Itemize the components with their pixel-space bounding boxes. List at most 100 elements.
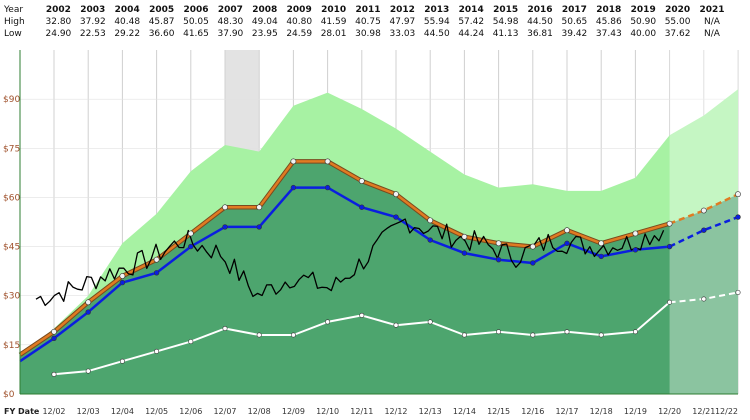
dividends-marker bbox=[256, 332, 262, 338]
table-year: 2021 bbox=[699, 5, 724, 15]
table-low: 44.50 bbox=[424, 29, 450, 39]
table-year: 2004 bbox=[115, 5, 140, 15]
normal-value-marker bbox=[735, 191, 741, 198]
normal-value-marker bbox=[324, 158, 331, 165]
plot-area bbox=[18, 50, 741, 395]
table-year: 2020 bbox=[665, 5, 690, 15]
normal-value-area-tint bbox=[20, 161, 738, 394]
table-low: 40.00 bbox=[630, 29, 656, 39]
dividends-marker bbox=[393, 322, 399, 328]
earnings-marker bbox=[188, 243, 194, 250]
earnings-marker bbox=[564, 240, 570, 246]
table-high: 40.75 bbox=[355, 17, 381, 27]
dividends-marker bbox=[530, 332, 536, 338]
earnings-marker bbox=[153, 270, 160, 276]
y-tick-label: $15 bbox=[3, 341, 20, 351]
table-row-label-low: Low bbox=[4, 29, 22, 39]
normal-value-marker bbox=[358, 178, 365, 184]
earnings-marker bbox=[427, 237, 433, 243]
earnings-marker bbox=[666, 243, 673, 250]
normal-value-marker bbox=[461, 233, 468, 240]
table-row-label-year: Year bbox=[3, 5, 23, 15]
table-year: 2016 bbox=[527, 5, 552, 15]
table-low: 24.59 bbox=[286, 29, 312, 39]
table-low: 33.03 bbox=[390, 29, 416, 39]
dividends-marker bbox=[51, 371, 57, 377]
y-tick-label: $60 bbox=[3, 193, 20, 203]
normal-value-marker bbox=[290, 158, 297, 165]
table-high: 45.86 bbox=[596, 17, 622, 27]
earnings-marker bbox=[51, 335, 57, 342]
x-tick-label: 12/08 bbox=[248, 407, 271, 416]
normal-value-marker bbox=[119, 273, 126, 279]
table-year: 2006 bbox=[183, 5, 208, 15]
table-year: 2017 bbox=[562, 5, 587, 15]
table-year: 2019 bbox=[631, 5, 656, 15]
normal-value-marker bbox=[85, 299, 92, 306]
table-low: 44.24 bbox=[458, 29, 484, 39]
table-low: 37.90 bbox=[218, 29, 244, 39]
table-low: N/A bbox=[704, 29, 721, 39]
table-year: 2005 bbox=[149, 5, 174, 15]
dividends-marker bbox=[735, 289, 741, 295]
x-tick-label: 12/20 bbox=[658, 407, 681, 416]
table-year: 2009 bbox=[287, 5, 312, 15]
table-high: 41.59 bbox=[321, 17, 347, 27]
earnings-marker bbox=[222, 224, 228, 230]
earnings-marker bbox=[359, 204, 365, 210]
normal-value-marker bbox=[222, 204, 228, 211]
earnings-marker bbox=[393, 214, 399, 220]
dividends-marker bbox=[85, 368, 91, 374]
dividends-marker bbox=[325, 319, 331, 325]
normal-value-marker bbox=[393, 191, 399, 198]
earnings-line bbox=[19, 186, 670, 363]
dividends-marker bbox=[119, 358, 125, 364]
table-high: 40.48 bbox=[114, 17, 140, 27]
table-high: N/A bbox=[704, 17, 721, 27]
normal-value-marker bbox=[666, 220, 673, 227]
earnings-marker bbox=[701, 227, 707, 233]
table-low: 41.65 bbox=[183, 29, 209, 39]
price-line bbox=[35, 218, 665, 307]
y-tick-label: $30 bbox=[3, 292, 20, 302]
normal-value-marker bbox=[187, 230, 194, 237]
table-low: 41.13 bbox=[493, 29, 519, 39]
dividends-marker bbox=[154, 348, 160, 354]
normal-value-marker bbox=[427, 217, 434, 224]
earnings-marker bbox=[495, 256, 502, 263]
x-tick-label: 12/18 bbox=[590, 407, 613, 416]
y-tick-label: $45 bbox=[3, 243, 20, 253]
earnings-marker bbox=[324, 184, 331, 191]
earnings-marker bbox=[598, 253, 604, 260]
table-high: 49.04 bbox=[252, 17, 278, 27]
normal-value-marker bbox=[529, 243, 536, 250]
dividends-marker bbox=[598, 332, 604, 338]
earnings-marker bbox=[632, 247, 639, 253]
table-high: 47.97 bbox=[390, 17, 416, 27]
dividends-marker bbox=[359, 312, 365, 318]
table-low: 39.42 bbox=[562, 29, 588, 39]
table-year: 2012 bbox=[390, 5, 415, 15]
table-low: 37.62 bbox=[665, 29, 691, 39]
table-high: 54.98 bbox=[493, 17, 519, 27]
normal-value-marker bbox=[598, 240, 605, 247]
table-high: 45.87 bbox=[149, 17, 175, 27]
dividends-marker bbox=[496, 329, 502, 335]
table-year: 2011 bbox=[355, 5, 380, 15]
earnings-line-projected bbox=[669, 215, 739, 248]
x-tick-label: 12/02 bbox=[42, 407, 65, 416]
table-low: 29.22 bbox=[114, 29, 140, 39]
normal-value-marker bbox=[51, 328, 57, 335]
x-tick-label: 12/14 bbox=[453, 407, 476, 416]
table-high: 50.65 bbox=[562, 17, 588, 27]
table-high: 55.00 bbox=[665, 17, 691, 27]
table-high: 40.80 bbox=[286, 17, 312, 27]
table-year: 2010 bbox=[321, 5, 346, 15]
x-tick-label: 12/06 bbox=[179, 407, 202, 416]
earnings-marker bbox=[735, 214, 741, 220]
y-tick-label: $0 bbox=[3, 390, 15, 400]
x-tick-label: 12/19 bbox=[624, 407, 647, 416]
table-high: 44.50 bbox=[527, 17, 553, 27]
table-year: 2013 bbox=[424, 5, 449, 15]
